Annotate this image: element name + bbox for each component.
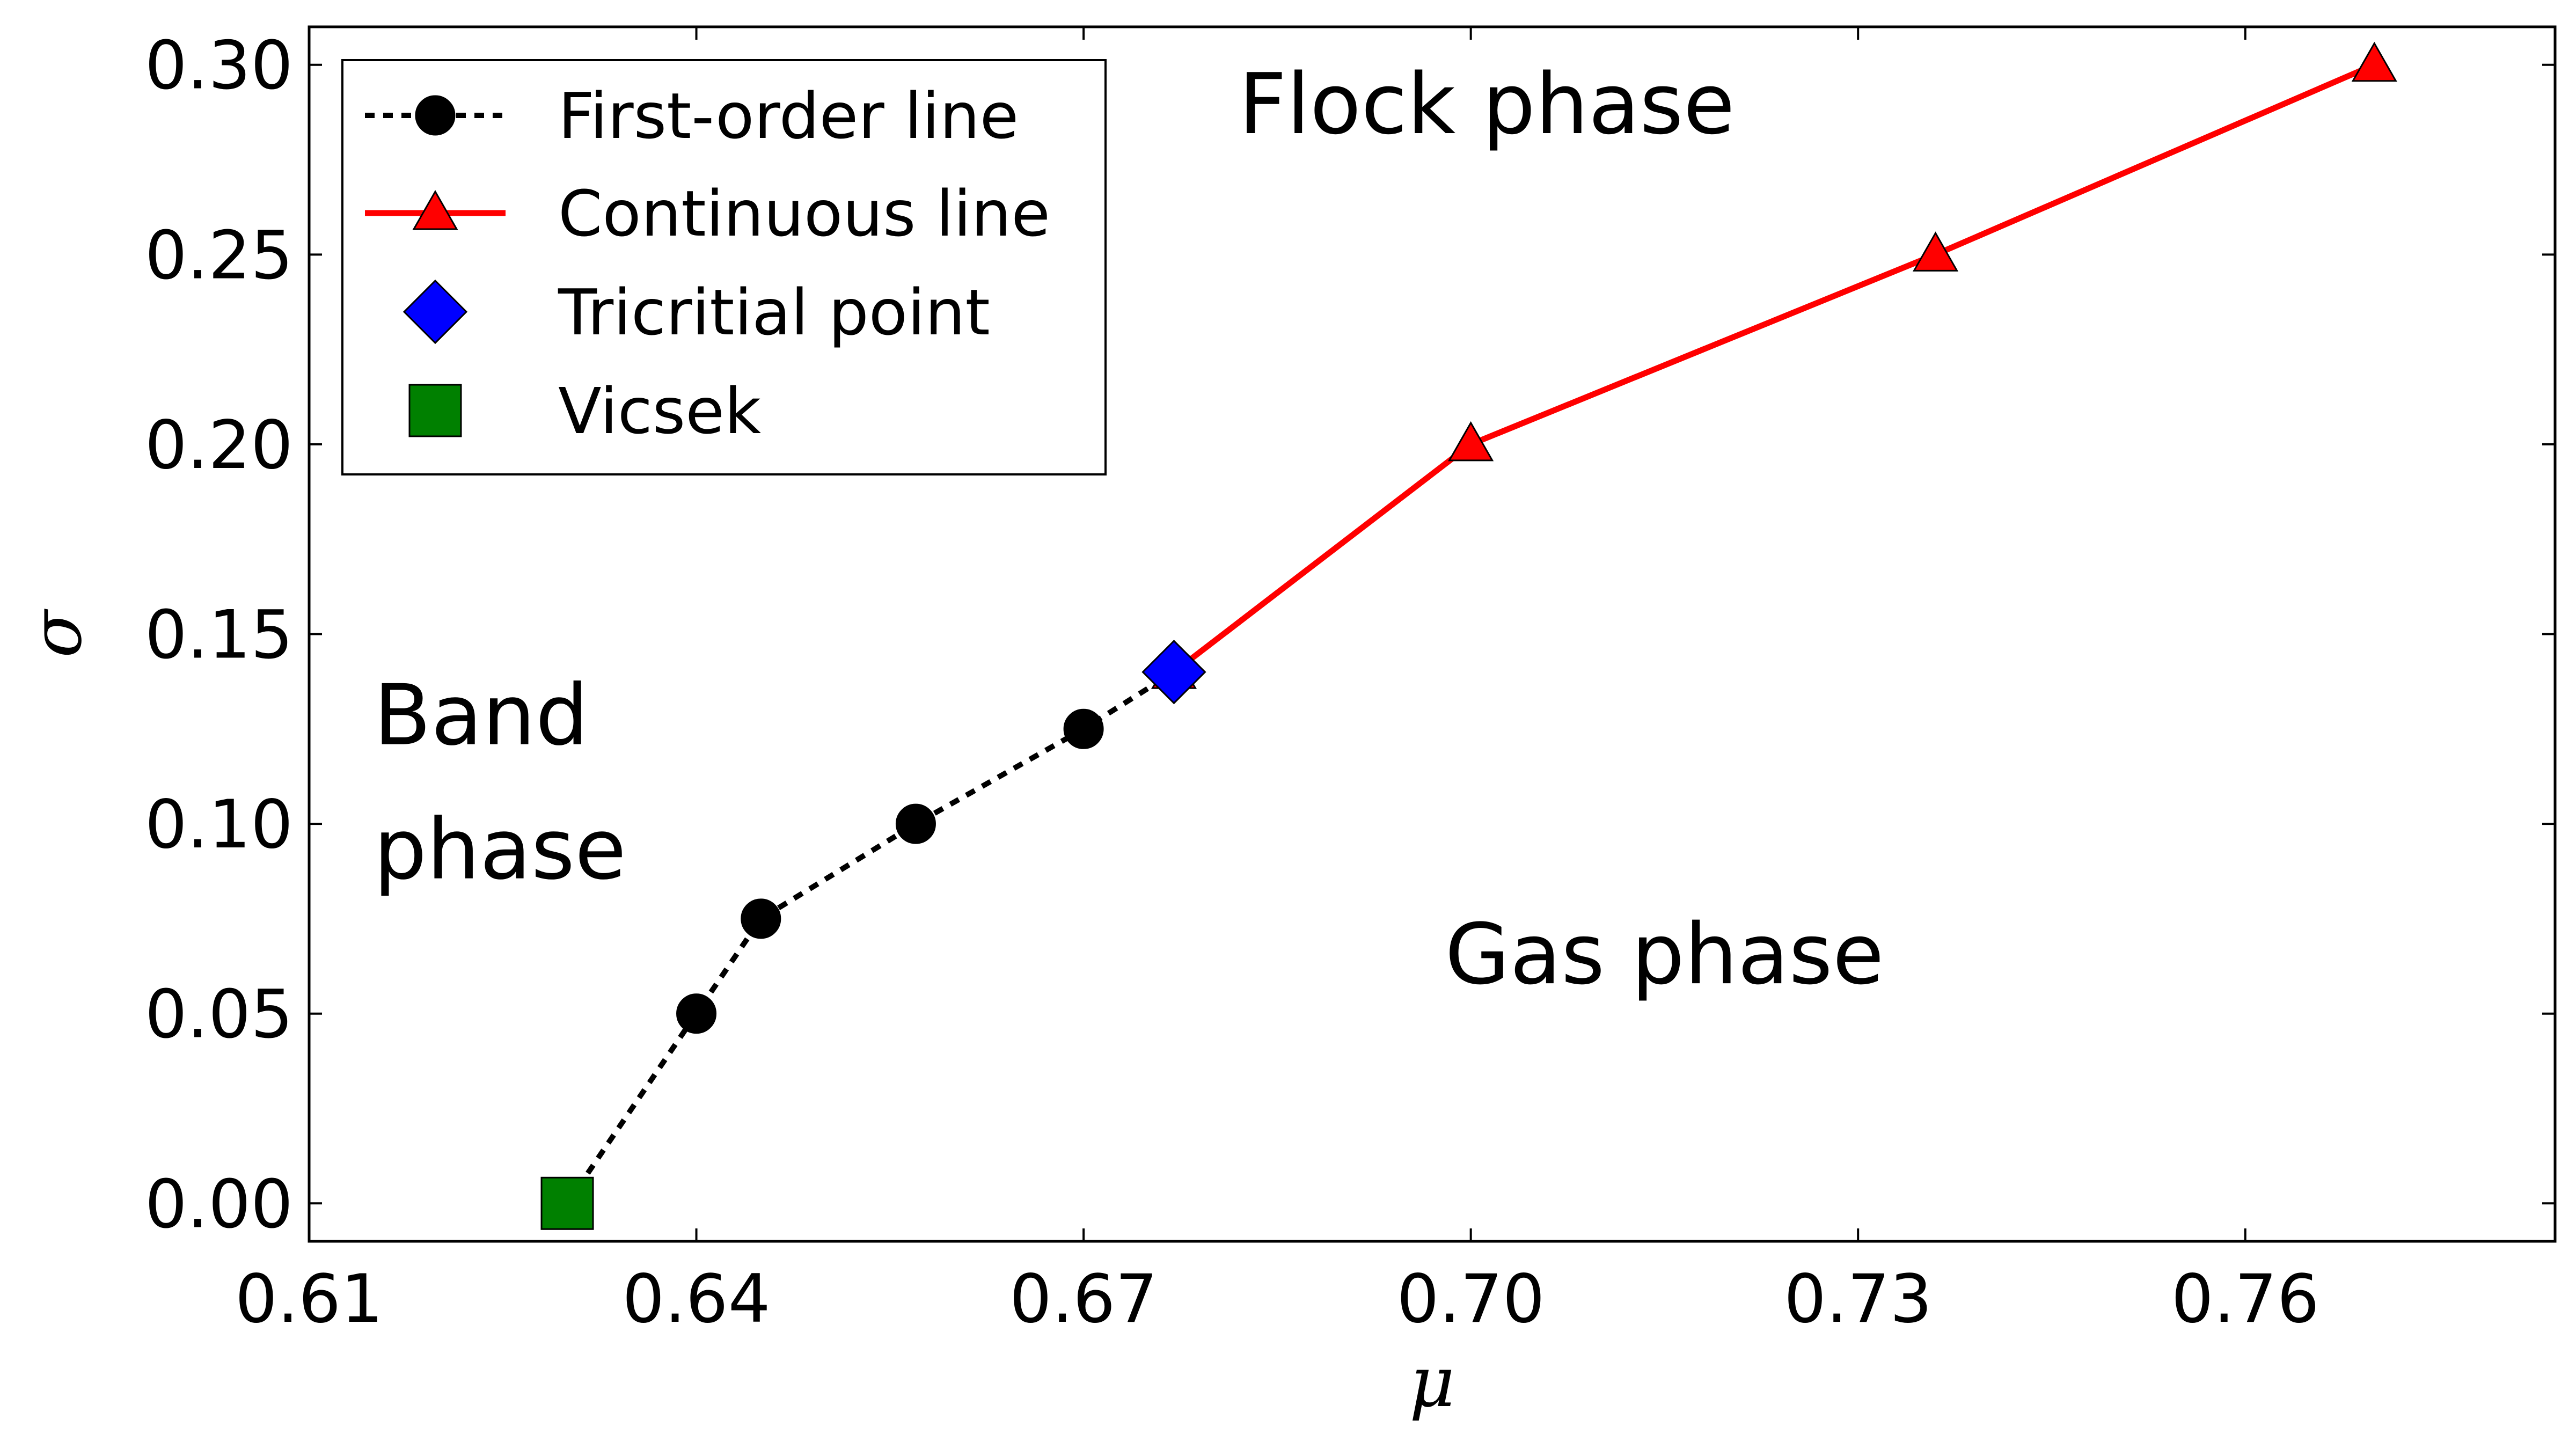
x-tick-label-0: 0.61 — [235, 1261, 383, 1338]
legend-label-0: First-order line — [558, 79, 1019, 153]
series-0-point-3 — [895, 803, 936, 844]
legend-marker-0 — [415, 95, 456, 136]
legend-entry-2: Tricritial point — [402, 275, 990, 349]
plot-area: Flock phase Band phase Gas phase — [374, 41, 2397, 1230]
legend-entry-1: Continuous line — [365, 177, 1050, 251]
phase-label-1-line-0: Band — [374, 667, 589, 764]
axes: 0.61 0.64 0.67 0.70 0.73 0.76 0.00 0.05 0.10 0.15… — [16, 25, 2557, 1423]
series-1-point-2 — [1912, 231, 1959, 272]
x-tick-label-3: 0.70 — [1397, 1261, 1545, 1338]
series-0-point-2 — [741, 898, 781, 939]
phase-label-0-line-0: Flock phase — [1239, 55, 1735, 153]
phase-label-0: Flock phase — [1239, 55, 1735, 153]
x-tick-label-1: 0.64 — [623, 1261, 771, 1338]
x-tick-label-4: 0.73 — [1784, 1261, 1932, 1338]
y-tick-label-1: 0.05 — [145, 976, 293, 1053]
y-tick-label-4: 0.20 — [145, 407, 293, 484]
x-tick-label-5: 0.76 — [2171, 1261, 2319, 1338]
legend-marker-3 — [408, 384, 462, 437]
series-0-point-4 — [1063, 708, 1104, 749]
legend-box — [341, 59, 1107, 475]
series-line-1 — [1172, 62, 2376, 675]
legend-marker-1 — [412, 189, 458, 230]
series-3-point-0 — [540, 1176, 594, 1230]
legend-label-2: Tricritial point — [558, 275, 990, 349]
y-tick-label-3: 0.15 — [145, 597, 293, 674]
phase-label-1: Band phase — [374, 667, 626, 898]
phase-label-2-line-0: Gas phase — [1445, 905, 1884, 1003]
x-axis-title: μ — [1409, 1341, 1455, 1423]
series-1-point-1 — [1448, 421, 1494, 462]
legend-label-1: Continuous line — [558, 177, 1050, 251]
legend-label-3: Vicsek — [558, 374, 761, 448]
y-tick-label-5: 0.25 — [145, 217, 293, 294]
y-tick-label-2: 0.10 — [145, 786, 293, 863]
x-tick-label-2: 0.67 — [1009, 1261, 1158, 1338]
y-axis-title: σ — [16, 609, 97, 658]
phase-label-2: Gas phase — [1445, 905, 1884, 1003]
legend-entry-0: First-order line — [365, 79, 1019, 153]
y-tick-label-0: 0.00 — [145, 1166, 293, 1243]
series-2-point-0 — [1141, 640, 1206, 705]
y-tick-label-6: 0.30 — [145, 27, 293, 105]
legend-marker-2 — [402, 279, 468, 345]
phase-label-1-line-1: phase — [374, 801, 626, 898]
legend-entry-3: Vicsek — [408, 374, 761, 448]
legend: First-order line Continuous line Tricritia… — [341, 59, 1107, 475]
series-1-point-3 — [2351, 41, 2397, 82]
series-0-point-1 — [676, 993, 717, 1034]
